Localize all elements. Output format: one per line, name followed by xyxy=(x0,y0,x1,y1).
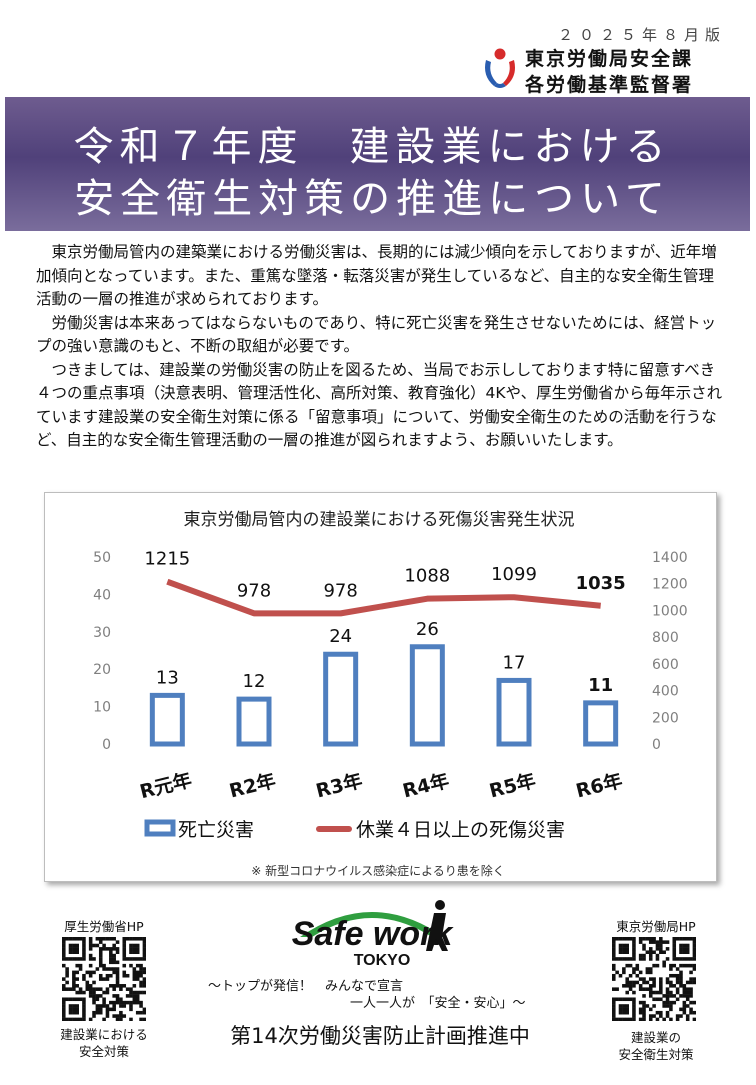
death-bar-label: 24 xyxy=(329,626,352,647)
left-axis-tick: 40 xyxy=(93,587,111,603)
death-bar xyxy=(236,696,272,747)
right-axis-tick: 800 xyxy=(652,630,679,646)
legend-line-label: 休業４日以上の死傷災害 xyxy=(356,819,565,841)
death-bar-label: 13 xyxy=(156,667,179,688)
chart-note: ※ 新型コロナウイルス感染症によるり患を除く xyxy=(251,864,505,878)
issue-date: ２０２５年８月版 xyxy=(557,26,726,44)
left-axis-tick: 50 xyxy=(93,550,111,566)
right-axis-tick: 1200 xyxy=(652,577,688,593)
category-label: R元年 xyxy=(137,768,194,803)
death-bar xyxy=(323,651,359,747)
injury-line-label: 1088 xyxy=(404,566,450,587)
legend-bar-label: 死亡災害 xyxy=(178,819,254,841)
safe-work-tokyo-logo: Safe work TOKYO xyxy=(292,900,454,969)
category-label: R2年 xyxy=(227,769,278,803)
injury-line xyxy=(166,578,601,617)
death-bar xyxy=(583,700,619,747)
death-bar xyxy=(409,644,445,747)
title-banner xyxy=(5,97,750,231)
left-axis-tick: 30 xyxy=(93,625,111,641)
injury-line-label: 1099 xyxy=(491,564,537,585)
death-bar-label: 26 xyxy=(416,619,439,640)
right-axis-tick: 1000 xyxy=(652,603,688,619)
mhlw-qr-caption-1: 建設業における xyxy=(60,1027,148,1042)
left-axis-tick: 20 xyxy=(93,662,111,678)
logo-subtext: TOKYO xyxy=(354,952,411,969)
death-bar-label: 11 xyxy=(588,675,613,696)
slogan-line2: 一人一人が 「安全・安心」～ xyxy=(350,996,526,1011)
left-axis-tick: 10 xyxy=(93,700,111,716)
paragraph-1: 東京労働局管内の建築業における労働災害は、長期的には減少傾向を示しておりますが、… xyxy=(36,243,717,308)
right-axis-tick: 400 xyxy=(652,684,679,700)
mhlw-qr-code[interactable] xyxy=(62,937,146,1021)
legend-bar-swatch xyxy=(144,819,176,837)
right-axis-tick: 200 xyxy=(652,710,679,726)
slogan-line1: ～トップが発信！ みんなで宣言 xyxy=(208,979,404,994)
paragraph-3: つきましては、建設業の労働災害の防止を図るため、当局でお示ししております特に留意… xyxy=(36,360,723,450)
category-label: R4年 xyxy=(400,769,451,803)
mhlw-qr-caption-2: 安全対策 xyxy=(78,1044,129,1059)
category-label: R5年 xyxy=(487,769,538,803)
injury-line-label: 1035 xyxy=(576,573,626,594)
tokyo-qr-caption-1: 建設業の xyxy=(630,1030,681,1045)
right-axis-tick: 1400 xyxy=(652,550,688,566)
chart-frame xyxy=(44,492,717,882)
right-axis-tick: 0 xyxy=(652,737,661,753)
category-label: R3年 xyxy=(314,769,365,803)
death-bar xyxy=(496,677,532,747)
tokyo-qr-caption-2: 安全衛生対策 xyxy=(618,1047,694,1062)
mhlw-hp-label: 厚生労働省HP xyxy=(64,919,144,934)
title-line1: 令和７年度 建設業における xyxy=(73,124,672,170)
plan-banner-text: 第14次労働災害防止計画推進中 xyxy=(230,1024,530,1048)
paragraph-2: 労働災害は本来あってはならないものであり、特に死亡災害を発生させないためには、経… xyxy=(36,313,717,356)
category-label: R6年 xyxy=(574,769,625,803)
chart-title: 東京労働局管内の建設業における死傷災害発生状況 xyxy=(184,510,575,530)
title-line2: 安全衛生対策の推進について xyxy=(74,176,671,222)
accident-chart: 東京労働局管内の建設業における死傷災害発生状況 0 10 20 30 40 50 0 200 40… xyxy=(93,510,688,841)
org-name-line2: 各労働基準監督署 xyxy=(525,74,694,96)
death-bar-label: 12 xyxy=(243,671,266,692)
tokyo-labour-hp-label: 東京労働局HP xyxy=(616,919,696,934)
death-bar-label: 17 xyxy=(503,652,526,673)
body-text: 東京労働局管内の建築業における労働災害は、長期的には減少傾向を示しておりますが、… xyxy=(36,241,724,453)
injury-line-label: 978 xyxy=(323,580,357,601)
tokyo-labour-qr-code[interactable] xyxy=(612,937,696,1021)
injury-line-label: 978 xyxy=(237,580,271,601)
left-axis-tick: 0 xyxy=(102,737,111,753)
right-axis-tick: 600 xyxy=(652,657,679,673)
labour-bureau-logo-icon xyxy=(485,48,515,88)
injury-line-label: 1215 xyxy=(144,549,190,570)
org-name-line1: 東京労働局安全課 xyxy=(525,48,694,70)
death-bar xyxy=(149,692,185,747)
